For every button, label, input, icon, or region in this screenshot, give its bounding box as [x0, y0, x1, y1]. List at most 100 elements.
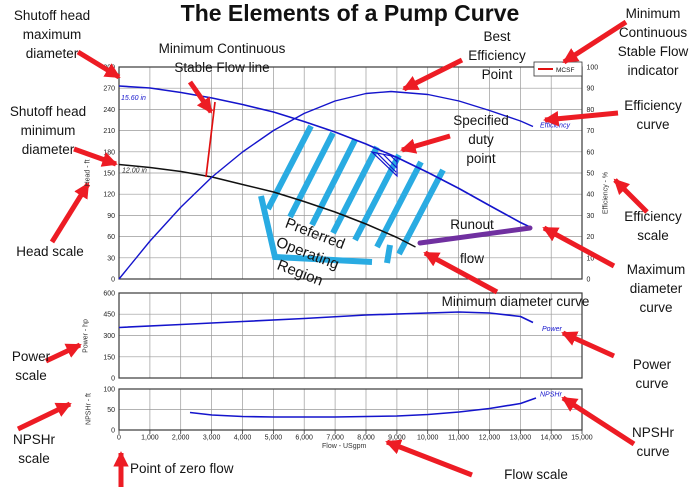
label-line: Head scale: [16, 244, 84, 259]
npshr-curve-label: NPSHr: [540, 392, 562, 399]
label-line: Stable Flow line: [174, 60, 270, 75]
axis-tick: 150: [103, 171, 115, 178]
arrow-shutoff-head-max: [76, 49, 121, 80]
label-mcsf-indicator: Minimum Continuous Stable Flow indicator: [606, 4, 700, 80]
axis-tick: 13,000: [510, 435, 532, 442]
axis-tick: 14,000: [540, 435, 562, 442]
axis-tick: 60: [107, 234, 115, 241]
max-diameter-curve: [118, 85, 532, 229]
axis-tick: 20: [587, 234, 595, 241]
axis-tick: 30: [107, 255, 115, 262]
axis-tick: 450: [103, 312, 115, 319]
por-bracket: [258, 195, 373, 265]
axis-tick: 90: [587, 86, 595, 93]
label-line: diameter: [21, 142, 75, 157]
label-line: Power: [11, 349, 51, 364]
axis-tick: 50: [587, 171, 595, 178]
label-line: curve: [636, 444, 670, 459]
label-shutoff-head-min: Shutoff head minimum diameter: [0, 102, 96, 159]
axis-tick: 300: [103, 333, 115, 340]
npshr-axis-title: NPSHr - ft: [85, 393, 93, 425]
axis-tick: 5,000: [265, 435, 283, 442]
arrow-npshr-scale: [16, 401, 72, 432]
runout-flow-line: [417, 225, 533, 246]
label-line: NPSHr: [631, 425, 674, 440]
label-line: curve: [635, 376, 669, 391]
label-line: Stable Flow: [617, 44, 689, 59]
mcsf-legend-label: MCSF: [556, 67, 574, 74]
axis-tick: 210: [103, 128, 115, 135]
arrow-efficiency-scale: [613, 178, 649, 214]
arrow-power-curve: [561, 330, 616, 359]
label-line: Specified: [453, 113, 509, 128]
min-diameter-label: 12.00 in: [122, 168, 147, 175]
axis-tick: 2,000: [172, 435, 190, 442]
por-bracket-end: [384, 244, 393, 264]
label-head-scale: Head scale: [4, 242, 96, 261]
axis-tick: 240: [103, 107, 115, 114]
label-line: point: [466, 151, 496, 166]
label-line: NPSHr: [12, 432, 55, 447]
efficiency-axis-ticks: 0 10 20 30 40 50 60 70 80 90 100: [587, 65, 599, 284]
min-diameter-curve: [118, 163, 416, 248]
axis-tick: 100: [103, 387, 115, 394]
axis-tick: 80: [587, 107, 595, 114]
label-line: Efficiency: [624, 98, 682, 113]
axis-tick: 0: [111, 376, 115, 383]
grid-lines: [119, 67, 582, 430]
label-line: diameter: [25, 46, 79, 61]
label-line: Point: [481, 67, 513, 82]
axis-tick: 0: [587, 277, 591, 284]
label-line: Runout: [450, 217, 494, 232]
label-line: Shutoff head: [9, 104, 87, 119]
label-line: scale: [637, 228, 669, 243]
arrow-efficiency-curve: [543, 110, 619, 127]
label-line: minimum: [20, 123, 76, 138]
axis-tick: 270: [103, 86, 115, 93]
axis-tick: 30: [587, 213, 595, 220]
axis-tick: 10,000: [417, 435, 439, 442]
duty-point-marker: [370, 151, 398, 178]
arrow-mcsf-indicator: [562, 19, 628, 65]
label-line: scale: [18, 451, 50, 466]
arrow-best-efficiency-point: [402, 57, 464, 92]
label-line: curve: [636, 117, 670, 132]
label-line: Shutoff head: [13, 8, 91, 23]
mcsf-line: [205, 101, 216, 178]
power-axis-title: Power - hp: [82, 319, 90, 353]
arrow-power-scale: [44, 342, 82, 364]
label-line: Minimum Continuous: [158, 41, 286, 56]
label-line: indicator: [627, 63, 679, 78]
axis-tick: 180: [103, 149, 115, 156]
arrow-npshr-curve: [561, 395, 636, 447]
label-line: maximum: [22, 27, 82, 42]
axis-tick: 7,000: [326, 435, 344, 442]
label-line: diameter: [629, 281, 683, 296]
label-line: Point of zero flow: [130, 461, 234, 476]
label-line: duty: [468, 132, 494, 147]
label-line: Maximum: [626, 262, 686, 277]
power-curve: [118, 311, 534, 329]
label-line: Power: [632, 357, 672, 372]
label-line: Flow scale: [504, 467, 568, 482]
label-power-curve: Power curve: [608, 355, 696, 393]
mcsf-legend: MCSF: [533, 61, 583, 77]
label-line: scale: [15, 368, 47, 383]
label-mcsf-line: Minimum Continuous Stable Flow line: [137, 39, 307, 77]
arrow-max-diameter-curve: [542, 225, 616, 269]
label-line: curve: [639, 300, 673, 315]
arrow-min-diameter-curve: [423, 250, 499, 295]
flow-axis-title: Flow - USgpm: [322, 443, 367, 450]
axis-tick: 40: [587, 192, 595, 199]
axis-tick: 0: [111, 428, 115, 435]
label-runout-flow: Runout flow: [438, 215, 506, 268]
npshr-curve: [189, 397, 537, 418]
flow-axis-ticks: 0 1,000 2,000 3,000 4,000 5,000 6,000 7,…: [117, 435, 593, 442]
axis-tick: 11,000: [448, 435, 469, 442]
preferred-operating-region-hatch: [258, 124, 446, 265]
label-npshr-scale: NPSHr scale: [0, 430, 68, 468]
page-title: The Elements of a Pump Curve: [180, 0, 520, 26]
axis-tick: 12,000: [479, 435, 501, 442]
